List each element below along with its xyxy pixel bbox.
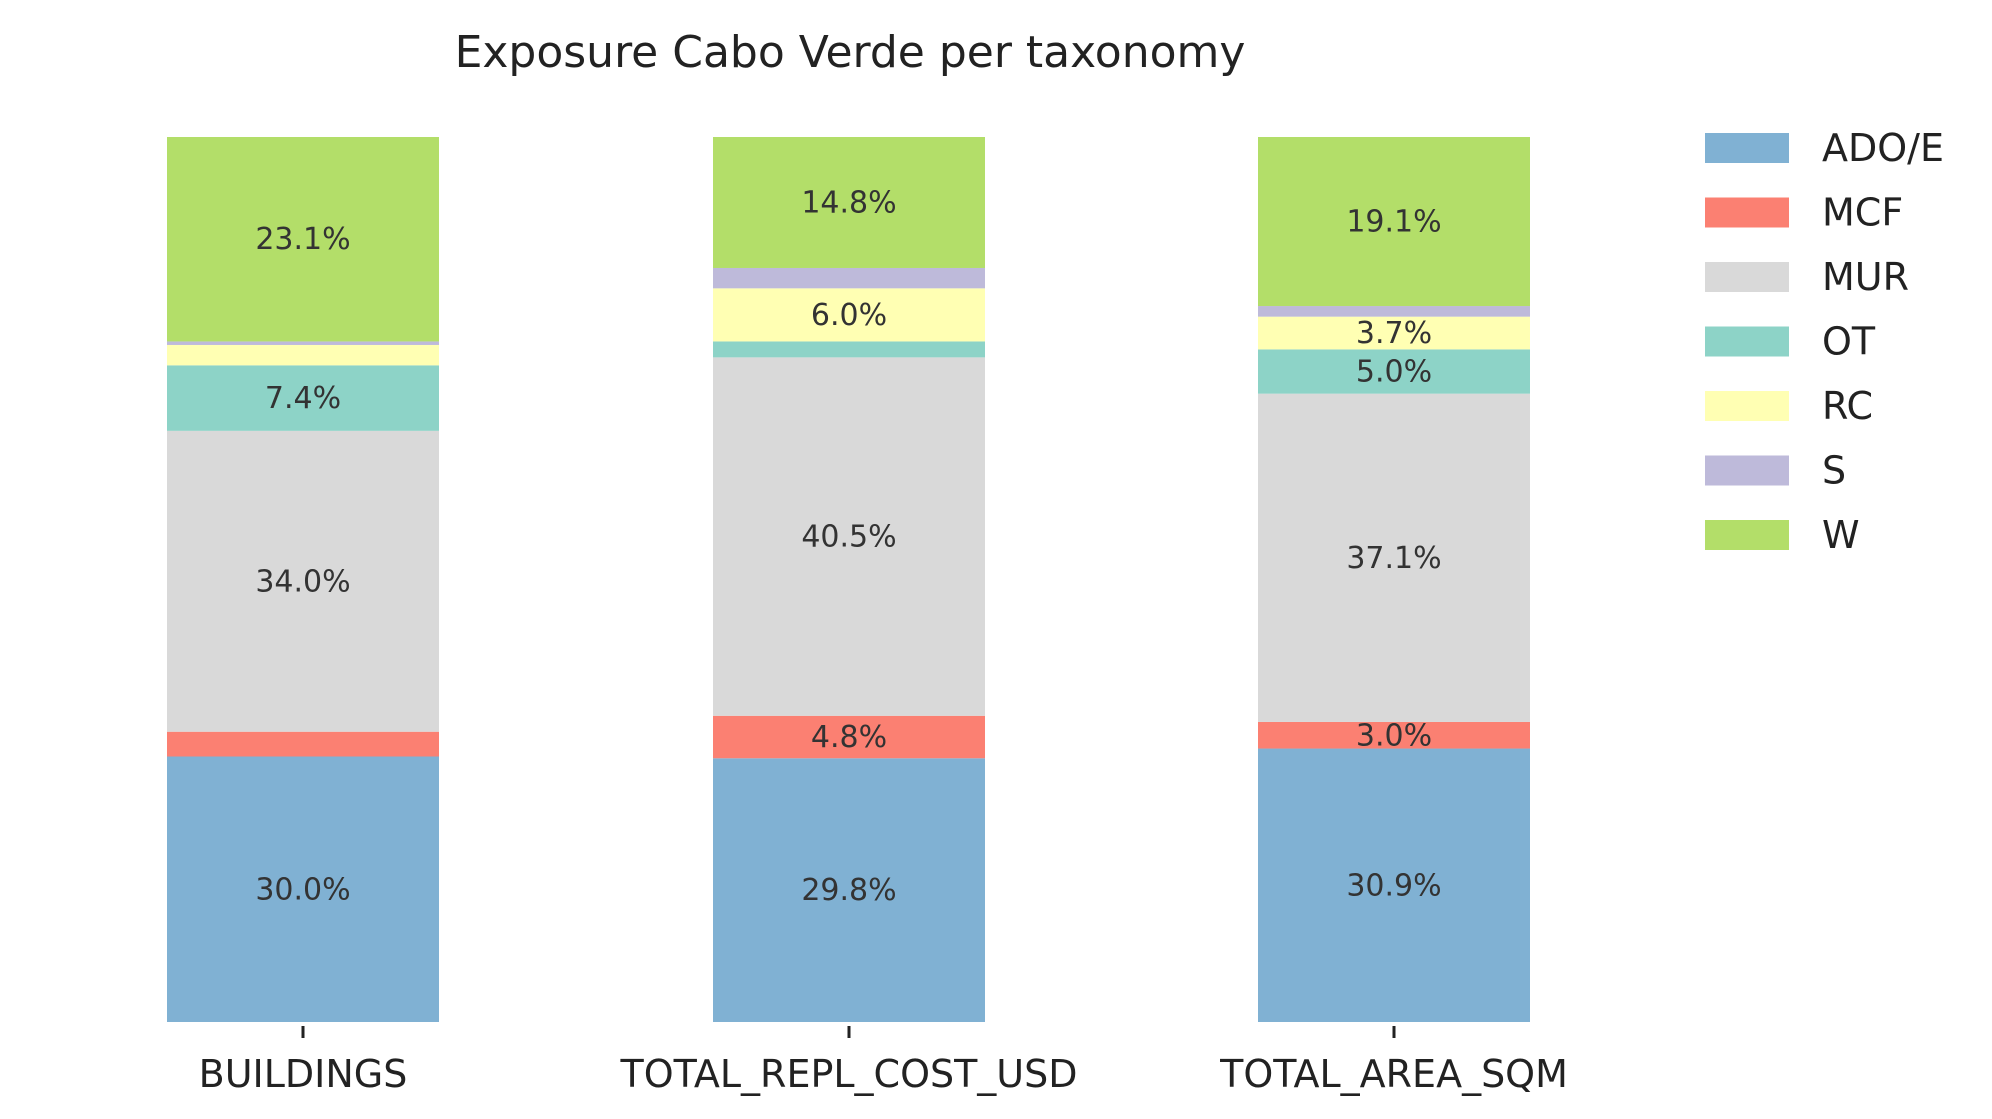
legend-swatch [1705,262,1789,292]
data-label-ado-e-buildings: 30.0% [255,872,350,907]
x-tick-label: BUILDINGS [199,1052,408,1096]
bar-segment-ot-total-area-sqm [1258,349,1530,394]
legend-item-ot: OT [1705,320,1876,364]
legend-swatch [1705,326,1789,357]
legend-label: S [1822,449,1846,493]
bars-layer: 30.0% 34.0% 7.4% 23.1% 29.8% 4.8% 40.5% 6.0% 14.… [167,137,1530,1022]
data-label-w-buildings: 23.1% [255,222,350,257]
legend-item-s: S [1705,449,1846,493]
bar-segment-rc-total-area-sqm [1258,316,1530,350]
bar-segment-s-total-area-sqm [1258,306,1530,317]
data-label-rc-total-repl-cost-usd: 6.0% [811,298,887,333]
bar-stack-total-area-sqm: 30.9% 3.0% 37.1% 5.0% 3.7% 19.1% [1258,137,1530,1022]
bar-segment-mcf-total-repl-cost-usd [713,715,985,759]
data-label-rc-total-area-sqm: 3.7% [1356,316,1432,351]
bar-segment-mcf-total-area-sqm [1258,721,1530,749]
bar-stack-total-repl-cost-usd: 29.8% 4.8% 40.5% 6.0% 14.8% [713,137,985,1022]
data-label-ado-e-total-repl-cost-usd: 29.8% [801,873,896,908]
legend-item-mcf: MCF [1705,191,1903,235]
data-label-mur-total-repl-cost-usd: 40.5% [801,520,896,555]
data-label-mur-buildings: 34.0% [255,564,350,599]
legend-item-w: W [1705,513,1860,557]
bar-segment-ot-buildings [167,365,439,431]
x-tick-label: TOTAL_REPL_COST_USD [619,1052,1077,1096]
data-label-w-total-area-sqm: 19.1% [1346,205,1441,240]
legend: ADO/E MCF MUR OT RC SW [1705,126,1944,557]
bar-segment-s-buildings [167,341,439,345]
bar-segment-s-total-repl-cost-usd [713,267,985,289]
bar-segment-rc-total-repl-cost-usd [713,288,985,342]
data-label-mur-total-area-sqm: 37.1% [1346,541,1441,576]
chart-title: Exposure Cabo Verde per taxonomy [455,27,1246,78]
bar-segment-mur-total-area-sqm [1258,393,1530,722]
bar-segment-mur-total-repl-cost-usd [713,357,985,716]
data-label-ot-total-area-sqm: 5.0% [1356,355,1432,390]
legend-swatch [1705,197,1789,228]
legend-item-mur: MUR [1705,255,1909,299]
bar-segment-ado-e-buildings [167,756,439,1022]
legend-label: OT [1822,320,1876,364]
legend-swatch [1705,133,1789,163]
bar-segment-mur-buildings [167,430,439,732]
legend-label: MUR [1822,255,1909,299]
legend-label: ADO/E [1822,126,1944,170]
data-label-ot-buildings: 7.4% [265,381,341,416]
bar-segment-w-buildings [167,137,439,342]
data-label-mcf-total-area-sqm: 3.0% [1356,718,1432,753]
x-tick-label: TOTAL_AREA_SQM [1219,1052,1568,1096]
bar-segment-ado-e-total-repl-cost-usd [713,758,985,1022]
legend-swatch [1705,455,1789,486]
bar-segment-ado-e-total-area-sqm [1258,748,1530,1022]
bar-segment-ot-total-repl-cost-usd [713,341,985,358]
bar-segment-mcf-buildings [167,731,439,757]
legend-swatch [1705,520,1789,550]
legend-item-ado-e: ADO/E [1705,126,1944,170]
bar-segment-w-total-area-sqm [1258,137,1530,307]
legend-label: RC [1822,384,1873,428]
data-label-ado-e-total-area-sqm: 30.9% [1346,868,1441,903]
legend-label: W [1822,513,1860,557]
data-label-w-total-repl-cost-usd: 14.8% [801,185,896,220]
x-axis: BUILDINGS TOTAL_REPL_COST_USD TOTAL_AREA_S… [199,1026,1568,1096]
bar-stack-buildings: 30.0% 34.0% 7.4% 23.1% [167,137,439,1022]
legend-swatch [1705,391,1789,421]
legend-item-rc: RC [1705,384,1873,428]
data-label-mcf-total-repl-cost-usd: 4.8% [811,720,887,755]
bar-segment-rc-buildings [167,344,439,366]
bar-segment-w-total-repl-cost-usd [713,137,985,268]
legend-label: MCF [1822,191,1903,235]
